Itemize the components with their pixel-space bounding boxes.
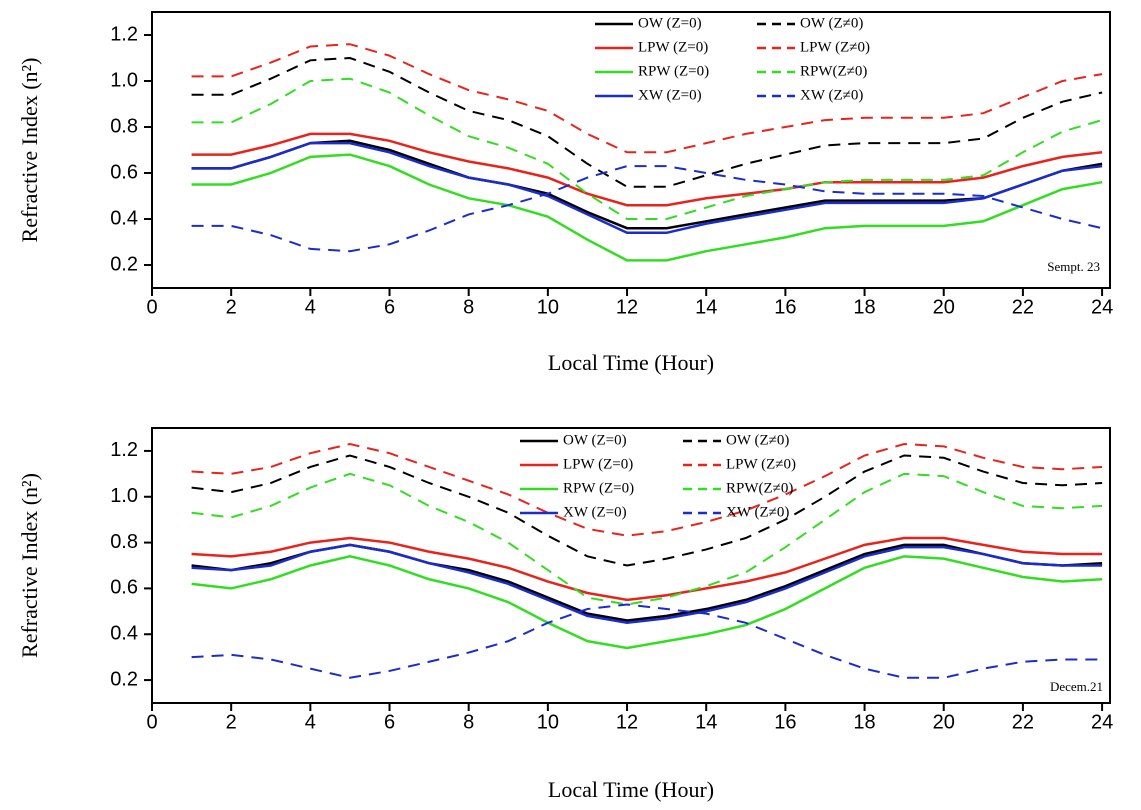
legend-label: XW (Z≠0) (726, 504, 789, 520)
legend-label: LPW (Z=0) (638, 39, 708, 55)
data-line (191, 536, 1103, 602)
x-tick-label: 14 (695, 711, 717, 733)
y-tick-label: 1.2 (110, 439, 138, 461)
legend-label: XW (Z≠0) (800, 87, 863, 103)
y-tick-label: 1.2 (110, 23, 138, 45)
data-line (191, 443, 1103, 537)
legend-label: LPW (Z=0) (563, 456, 633, 472)
y-tick-label: 1.0 (110, 69, 138, 91)
y-tick-label: 1.0 (110, 485, 138, 507)
legend-label: RPW (Z=0) (638, 63, 709, 79)
x-tick-label: 0 (146, 711, 157, 733)
data-line (191, 43, 1103, 154)
y-axis-label: Refractive Index (n²) (17, 473, 42, 658)
data-line (191, 132, 1103, 207)
x-tick-label: 4 (305, 711, 316, 733)
plot-frame (151, 11, 1111, 289)
data-line (191, 139, 1103, 230)
data-line (191, 454, 1103, 567)
x-tick-label: 18 (853, 711, 875, 733)
y-tick-label: 0.2 (110, 668, 138, 690)
x-axis-label: Local Time (Hour) (548, 777, 714, 802)
x-tick-label: 22 (1012, 711, 1034, 733)
data-line (191, 56, 1103, 188)
legend-label: OW (Z=0) (638, 15, 702, 31)
x-tick-label: 0 (146, 296, 157, 318)
x-tick-label: 14 (695, 296, 717, 318)
data-line (191, 543, 1103, 622)
legend-label: OW (Z≠0) (726, 432, 789, 448)
x-tick-label: 12 (616, 296, 638, 318)
legend-label: OW (Z≠0) (800, 15, 863, 31)
data-line (191, 555, 1103, 650)
x-tick-label: 8 (463, 711, 474, 733)
x-tick-label: 16 (774, 296, 796, 318)
x-axis-label: Local Time (Hour) (548, 350, 714, 375)
x-tick-label: 16 (774, 711, 796, 733)
annotation: Decem.21 (1050, 679, 1103, 694)
data-line (191, 543, 1103, 625)
legend-label: RPW(Z≠0) (800, 63, 867, 79)
x-tick-label: 10 (537, 711, 559, 733)
x-tick-label: 10 (537, 296, 559, 318)
y-tick-label: 0.4 (110, 207, 138, 229)
data-line (191, 153, 1103, 262)
y-tick-label: 0.6 (110, 577, 138, 599)
legend-label: XW (Z=0) (563, 504, 627, 520)
y-axis-label: Refractive Index (n²) (17, 58, 42, 243)
x-tick-label: 20 (933, 296, 955, 318)
data-line (191, 77, 1103, 220)
y-tick-label: 0.4 (110, 623, 138, 645)
y-tick-label: 0.8 (110, 115, 138, 137)
data-line (191, 141, 1103, 235)
legend-label: XW (Z=0) (638, 87, 702, 103)
x-tick-label: 24 (1091, 711, 1113, 733)
legend-label: OW (Z=0) (563, 432, 627, 448)
x-tick-label: 4 (305, 296, 316, 318)
x-tick-label: 6 (384, 296, 395, 318)
legend-label: LPW (Z≠0) (800, 39, 870, 55)
y-tick-label: 0.8 (110, 531, 138, 553)
x-tick-label: 8 (463, 296, 474, 318)
y-tick-label: 0.6 (110, 161, 138, 183)
y-tick-label: 0.2 (110, 253, 138, 275)
x-tick-label: 20 (933, 711, 955, 733)
legend-label: RPW (Z=0) (563, 480, 634, 496)
x-tick-label: 24 (1091, 296, 1113, 318)
x-tick-label: 6 (384, 711, 395, 733)
data-line (191, 603, 1103, 679)
annotation: Sempt. 23 (1047, 259, 1100, 274)
legend-label: RPW(Z≠0) (726, 480, 793, 496)
x-tick-label: 2 (226, 296, 237, 318)
x-tick-label: 18 (853, 296, 875, 318)
plot-frame (151, 427, 1111, 704)
x-tick-label: 12 (616, 711, 638, 733)
x-tick-label: 2 (226, 711, 237, 733)
data-line (191, 472, 1103, 606)
x-tick-label: 22 (1012, 296, 1034, 318)
legend-label: LPW (Z≠0) (726, 456, 796, 472)
